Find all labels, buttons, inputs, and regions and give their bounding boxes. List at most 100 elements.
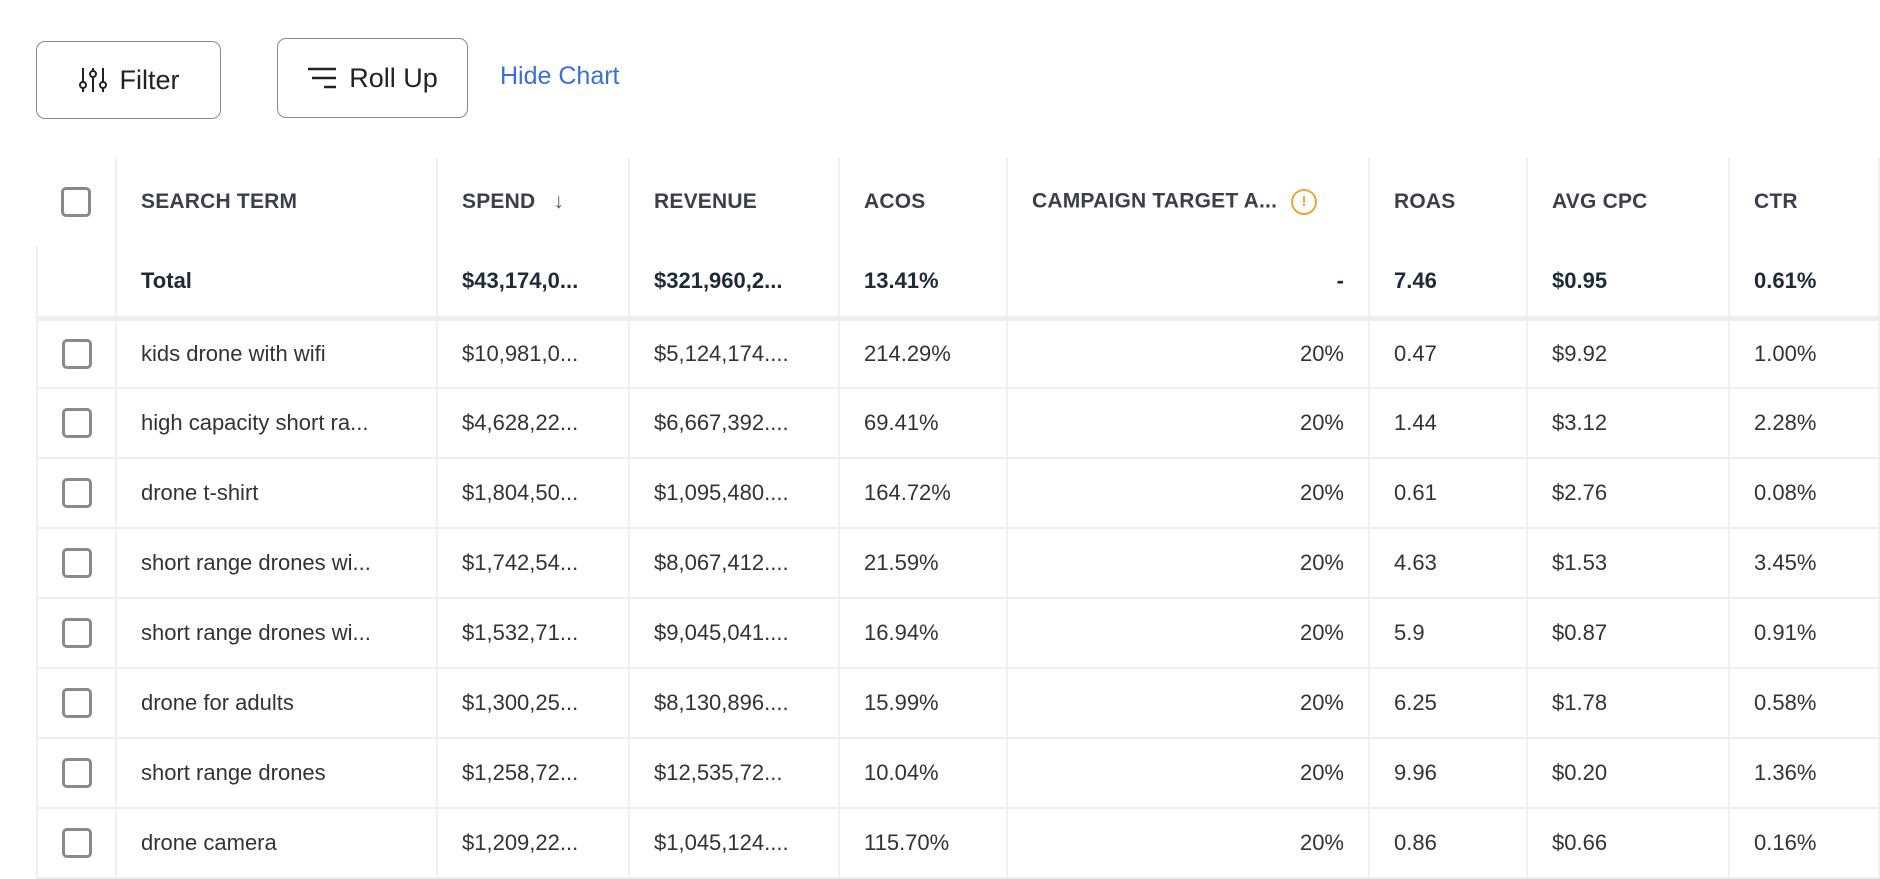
cell-revenue: $12,535,72... bbox=[628, 738, 839, 809]
column-header-roas[interactable]: ROAS bbox=[1368, 158, 1527, 246]
cell-campaign-target: 20% bbox=[1006, 808, 1369, 879]
row-checkbox[interactable] bbox=[62, 618, 92, 648]
cell-acos: 164.72% bbox=[838, 458, 1007, 529]
table-row[interactable]: kids drone with wifi $10,981,0... $5,124,1… bbox=[36, 318, 1880, 389]
sort-down-arrow-icon[interactable]: ↓ bbox=[553, 190, 565, 213]
cell-spend: $1,300,25... bbox=[436, 668, 629, 739]
row-checkbox[interactable] bbox=[62, 338, 92, 369]
cell-spend: $10,981,0... bbox=[436, 318, 629, 389]
cell-revenue: $8,067,412.... bbox=[628, 528, 839, 599]
cell-revenue: $1,045,124.... bbox=[628, 808, 839, 879]
table-row[interactable]: drone t-shirt $1,804,50... $1,095,480.... 1… bbox=[36, 458, 1880, 529]
cell-roas: 6.25 bbox=[1368, 668, 1527, 739]
cell-avg-cpc: $1.53 bbox=[1526, 528, 1729, 599]
cell-roas: 1.44 bbox=[1368, 388, 1527, 459]
sliders-icon bbox=[78, 68, 107, 92]
cell-ctr: 0.58% bbox=[1728, 668, 1879, 739]
cell-campaign-target: 20% bbox=[1006, 668, 1369, 739]
cell-campaign-target: 20% bbox=[1006, 598, 1369, 669]
cell-ctr: 1.00% bbox=[1728, 318, 1879, 389]
cell-spend: $1,742,54... bbox=[436, 528, 629, 599]
table-row[interactable]: short range drones $1,258,72... $12,535,72… bbox=[36, 738, 1880, 809]
cell-revenue: $6,667,392.... bbox=[628, 388, 839, 459]
cell-spend: $1,804,50... bbox=[436, 458, 629, 529]
total-roas: 7.46 bbox=[1368, 246, 1527, 321]
cell-search-term: drone camera bbox=[115, 808, 437, 879]
total-acos: 13.41% bbox=[838, 246, 1007, 321]
warning-info-icon[interactable]: ! bbox=[1291, 189, 1318, 215]
column-header-revenue[interactable]: REVENUE bbox=[628, 158, 839, 246]
column-header-acos[interactable]: ACOS bbox=[838, 158, 1007, 246]
row-checkbox[interactable] bbox=[62, 478, 92, 508]
cell-ctr: 2.28% bbox=[1728, 388, 1879, 459]
row-checkbox[interactable] bbox=[62, 828, 92, 858]
roll-up-label: Roll Up bbox=[349, 62, 438, 93]
cell-search-term: drone t-shirt bbox=[115, 458, 437, 529]
cell-roas: 5.9 bbox=[1368, 598, 1527, 669]
cell-acos: 214.29% bbox=[838, 318, 1007, 389]
row-checkbox[interactable] bbox=[62, 688, 92, 718]
filter-button[interactable]: Filter bbox=[36, 41, 221, 119]
total-revenue: $321,960,2... bbox=[628, 246, 839, 321]
cell-acos: 10.04% bbox=[838, 738, 1007, 809]
cell-revenue: $8,130,896.... bbox=[628, 668, 839, 739]
column-header-search-term[interactable]: SEARCH TERM bbox=[115, 158, 437, 246]
cell-ctr: 3.45% bbox=[1728, 528, 1879, 599]
cell-spend: $1,209,22... bbox=[436, 808, 629, 879]
cell-search-term: short range drones wi... bbox=[115, 528, 437, 599]
header-row: SEARCH TERM SPEND ↓ REVENUE ACOS CAMPAIGN… bbox=[37, 158, 1880, 246]
cell-acos: 15.99% bbox=[838, 668, 1007, 739]
column-header-spend[interactable]: SPEND ↓ bbox=[436, 158, 629, 246]
cell-acos: 16.94% bbox=[838, 598, 1007, 669]
search-terms-table: SEARCH TERM SPEND ↓ REVENUE ACOS CAMPAIGN… bbox=[36, 158, 1880, 879]
cell-avg-cpc: $0.66 bbox=[1526, 808, 1729, 879]
row-checkbox[interactable] bbox=[62, 758, 92, 788]
cell-search-term: short range drones bbox=[115, 738, 437, 809]
cell-avg-cpc: $3.12 bbox=[1526, 388, 1729, 459]
cell-ctr: 0.91% bbox=[1728, 598, 1879, 669]
cell-revenue: $9,045,041.... bbox=[628, 598, 839, 669]
cell-spend: $1,532,71... bbox=[436, 598, 629, 669]
cell-campaign-target: 20% bbox=[1006, 738, 1369, 809]
column-header-ctr[interactable]: CTR bbox=[1728, 158, 1879, 246]
cell-roas: 0.86 bbox=[1368, 808, 1527, 879]
row-checkbox[interactable] bbox=[62, 408, 92, 438]
total-row: Total $43,174,0... $321,960,2... 13.41% … bbox=[36, 246, 1880, 321]
select-all-checkbox[interactable] bbox=[61, 187, 91, 217]
table-row[interactable]: drone for adults $1,300,25... $8,130,896..… bbox=[36, 668, 1880, 739]
cell-search-term: drone for adults bbox=[115, 668, 437, 739]
cell-campaign-target: 20% bbox=[1006, 458, 1369, 529]
row-checkbox[interactable] bbox=[62, 548, 92, 578]
cell-ctr: 0.16% bbox=[1728, 808, 1879, 879]
table-row[interactable]: drone camera $1,209,22... $1,045,124.... 11… bbox=[36, 808, 1880, 879]
roll-up-button[interactable]: Roll Up bbox=[277, 38, 468, 118]
column-header-campaign-target-acos[interactable]: CAMPAIGN TARGET A...! bbox=[1006, 158, 1369, 246]
cell-campaign-target: 20% bbox=[1006, 528, 1369, 599]
total-avg-cpc: $0.95 bbox=[1526, 246, 1729, 321]
total-label: Total bbox=[115, 246, 437, 321]
cell-search-term: short range drones wi... bbox=[115, 598, 437, 669]
cell-ctr: 1.36% bbox=[1728, 738, 1879, 809]
cell-avg-cpc: $9.92 bbox=[1526, 318, 1729, 389]
cell-roas: 0.61 bbox=[1368, 458, 1527, 529]
cell-roas: 0.47 bbox=[1368, 318, 1527, 389]
table-row[interactable]: high capacity short ra... $4,628,22... $6,… bbox=[36, 388, 1880, 459]
table-row[interactable]: short range drones wi... $1,532,71... $9,0… bbox=[36, 598, 1880, 669]
cell-avg-cpc: $1.78 bbox=[1526, 668, 1729, 739]
cell-spend: $1,258,72... bbox=[436, 738, 629, 809]
cell-ctr: 0.08% bbox=[1728, 458, 1879, 529]
cell-search-term: kids drone with wifi bbox=[115, 318, 437, 389]
cell-acos: 69.41% bbox=[838, 388, 1007, 459]
table-row[interactable]: short range drones wi... $1,742,54... $8,0… bbox=[36, 528, 1880, 599]
cell-campaign-target: 20% bbox=[1006, 318, 1369, 389]
cell-revenue: $5,124,174.... bbox=[628, 318, 839, 389]
hide-chart-link[interactable]: Hide Chart bbox=[500, 62, 620, 90]
cell-spend: $4,628,22... bbox=[436, 388, 629, 459]
cell-search-term: high capacity short ra... bbox=[115, 388, 437, 459]
cell-revenue: $1,095,480.... bbox=[628, 458, 839, 529]
cell-roas: 9.96 bbox=[1368, 738, 1527, 809]
total-ctr: 0.61% bbox=[1728, 246, 1879, 321]
cell-acos: 21.59% bbox=[838, 528, 1007, 599]
column-header-avg-cpc[interactable]: AVG CPC bbox=[1526, 158, 1729, 246]
list-icon bbox=[308, 67, 337, 89]
